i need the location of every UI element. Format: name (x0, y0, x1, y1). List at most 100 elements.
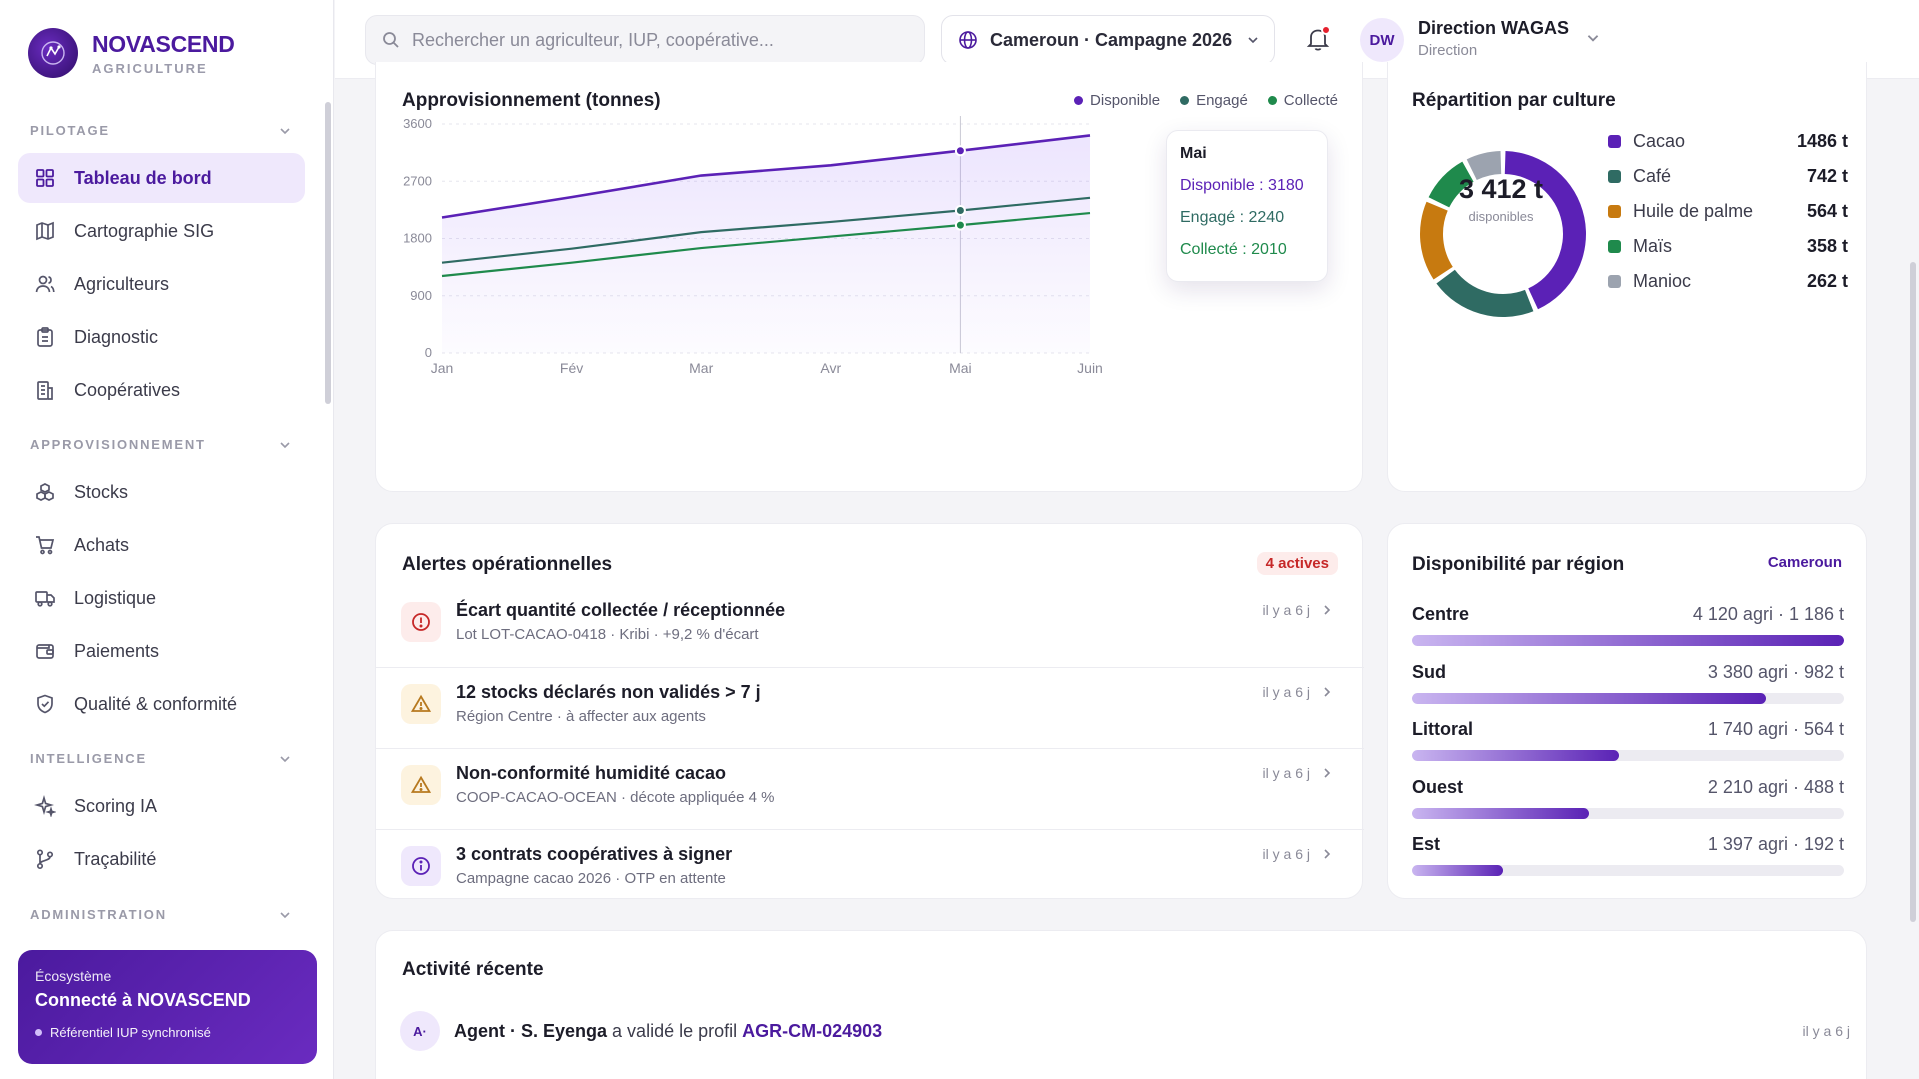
user-menu[interactable]: Direction WAGAS Direction (1418, 18, 1569, 59)
legend-dot (1267, 96, 1277, 105)
region-bar-fill (1412, 865, 1503, 876)
region-row[interactable]: Littoral 1 740 agri · 564 t (1412, 719, 1844, 761)
list-item[interactable]: Manioc 262 t (1608, 264, 1848, 299)
crop-name: Manioc (1633, 271, 1692, 291)
section-intelligence[interactable]: INTELLIGENCE (30, 751, 292, 766)
sidebar-item-achats[interactable]: Achats (18, 520, 305, 570)
donut-center: 3 412 t disponibles (1418, 174, 1584, 224)
notifications-button[interactable] (1303, 24, 1333, 54)
region-campaign-select[interactable]: Cameroun · Campagne 2026 (941, 15, 1275, 65)
truck-icon (34, 587, 56, 609)
alert-title: 3 contrats coopératives à signer (456, 844, 733, 864)
list-item[interactable]: Café 742 t (1608, 159, 1848, 194)
list-item[interactable]: Maïs 358 t (1608, 229, 1848, 264)
sidebar-item-qualite[interactable]: Qualité & conformité (18, 679, 305, 729)
donut-slice (1436, 269, 1534, 317)
sidebar-item-cooperatives[interactable]: Coopératives (18, 365, 305, 415)
region-row[interactable]: Sud 3 380 agri · 982 t (1412, 662, 1844, 704)
users-icon (34, 273, 56, 295)
sidebar-item-dashboard[interactable]: Tableau de bord (18, 153, 305, 203)
crops-title: Répartition par culture (1412, 90, 1616, 111)
region-name: Est (1412, 834, 1441, 854)
legend-label: Engagé (1196, 92, 1248, 109)
boxes-icon (34, 481, 56, 503)
sidebar-item-paiements[interactable]: Paiements (18, 626, 305, 676)
sidebar-item-label: Qualité & conformité (74, 693, 238, 714)
grid-icon (34, 167, 56, 189)
alert-time: il y a 6 j (1262, 602, 1310, 618)
region-select-label: Cameroun · Campagne 2026 (990, 29, 1233, 50)
area-disponible (442, 135, 1090, 353)
series-point-0 (954, 145, 966, 157)
status-badge: 4 actives (1256, 552, 1338, 575)
series-line-0 (441, 134, 1091, 219)
legend-item[interactable]: Disponible (1074, 92, 1160, 109)
sidebar-item-cartographie[interactable]: Cartographie SIG (18, 206, 305, 256)
alert-title: 12 stocks déclarés non validés > 7 j (456, 682, 761, 702)
brand[interactable]: NOVASCEND AGRICULTURE (28, 28, 235, 78)
sidebar-item-label: Diagnostic (74, 326, 159, 347)
region-name: Ouest (1412, 777, 1464, 797)
alert-title: Non-conformité humidité cacao (456, 763, 727, 783)
user-name: Direction WAGAS (1418, 18, 1570, 38)
legend-item[interactable]: Collecté (1267, 92, 1338, 109)
sidebar-item-label: Scoring IA (74, 795, 158, 816)
activity-ref-link[interactable]: AGR-CM-024903 (742, 1020, 883, 1041)
avatar: A· (400, 1011, 440, 1051)
section-approvisionnement[interactable]: APPROVISIONNEMENT (30, 437, 292, 452)
sidebar-item-label: Traçabilité (74, 848, 157, 869)
alert-row[interactable]: Non-conformité humidité cacao COOP-CACAO… (376, 748, 1364, 829)
chevron-down-icon[interactable] (1585, 30, 1601, 46)
sidebar-item-tracabilite[interactable]: Traçabilité (18, 834, 305, 884)
legend-item[interactable]: Engagé (1180, 92, 1248, 109)
alert-row[interactable]: 12 stocks déclarés non validés > 7 j Rég… (376, 667, 1364, 748)
avatar[interactable]: DW (1360, 18, 1404, 62)
legend-label: Disponible (1090, 92, 1161, 109)
sidebar-item-label: Coopératives (74, 379, 181, 400)
wallet-icon (34, 640, 56, 662)
chevron-down-icon (280, 441, 290, 448)
search-input[interactable] (412, 29, 912, 51)
search-box[interactable] (365, 15, 925, 65)
region-name: Centre (1412, 604, 1470, 624)
user-role: Direction (1418, 42, 1478, 59)
list-item[interactable]: Huile de palme 564 t (1608, 194, 1848, 229)
series-point-2 (954, 219, 966, 231)
region-bar-fill (1412, 750, 1620, 761)
region-filter-link[interactable]: Cameroun (1767, 554, 1842, 571)
brand-name: NOVASCEND (92, 30, 235, 57)
main-scrollbar[interactable] (1910, 262, 1916, 922)
section-administration[interactable]: ADMINISTRATION (30, 907, 292, 922)
sidebar-scrollbar[interactable] (325, 102, 331, 404)
tooltip-row-disponible: Disponible : 3180 (1180, 177, 1304, 194)
ecosystem-card[interactable]: Écosystème Connecté à NOVASCEND Référent… (18, 950, 317, 1064)
crops-donut-chart[interactable] (1403, 134, 1603, 334)
sidebar-item-agriculteurs[interactable]: Agriculteurs (18, 259, 305, 309)
activity-row[interactable]: A· Agent · S. Eyenga a validé le profil … (400, 1011, 1850, 1051)
sidebar-item-diagnostic[interactable]: Diagnostic (18, 312, 305, 362)
search-icon (383, 32, 399, 48)
region-row[interactable]: Est 1 397 agri · 192 t (1412, 834, 1844, 876)
y-tick-label: 1800 (403, 231, 432, 246)
region-bar-track (1412, 750, 1844, 761)
supply-line-chart[interactable]: 0 900 1800 2700 3600 Jan Fév Mar Avr Mai Juin (376, 62, 1364, 492)
regions-title: Disponibilité par région (1412, 554, 1625, 575)
sidebar-item-logistique[interactable]: Logistique (18, 573, 305, 623)
alert-row[interactable]: Écart quantité collectée / réceptionnée … (376, 586, 1364, 667)
crop-swatch (1608, 275, 1621, 288)
sidebar-item-scoring[interactable]: Scoring IA (18, 781, 305, 831)
crop-swatch (1608, 205, 1621, 218)
region-bar-track (1412, 635, 1844, 646)
section-pilotage[interactable]: PILOTAGE (30, 123, 292, 138)
chevron-right-icon (1324, 687, 1331, 697)
sidebar-item-label: Logistique (74, 587, 157, 608)
alert-row[interactable]: 3 contrats coopératives à signer Campagn… (376, 829, 1364, 910)
region-bar-track (1412, 865, 1844, 876)
activity-action: a validé le profil (612, 1020, 738, 1041)
list-item[interactable]: Cacao 1486 t (1608, 124, 1848, 159)
region-row[interactable]: Ouest 2 210 agri · 488 t (1412, 777, 1844, 819)
sidebar-item-stocks[interactable]: Stocks (18, 467, 305, 517)
region-value: 4 120 agri · 1 186 t (1692, 604, 1844, 624)
region-row[interactable]: Centre 4 120 agri · 1 186 t (1412, 604, 1844, 646)
y-tick-label: 0 (425, 345, 432, 360)
